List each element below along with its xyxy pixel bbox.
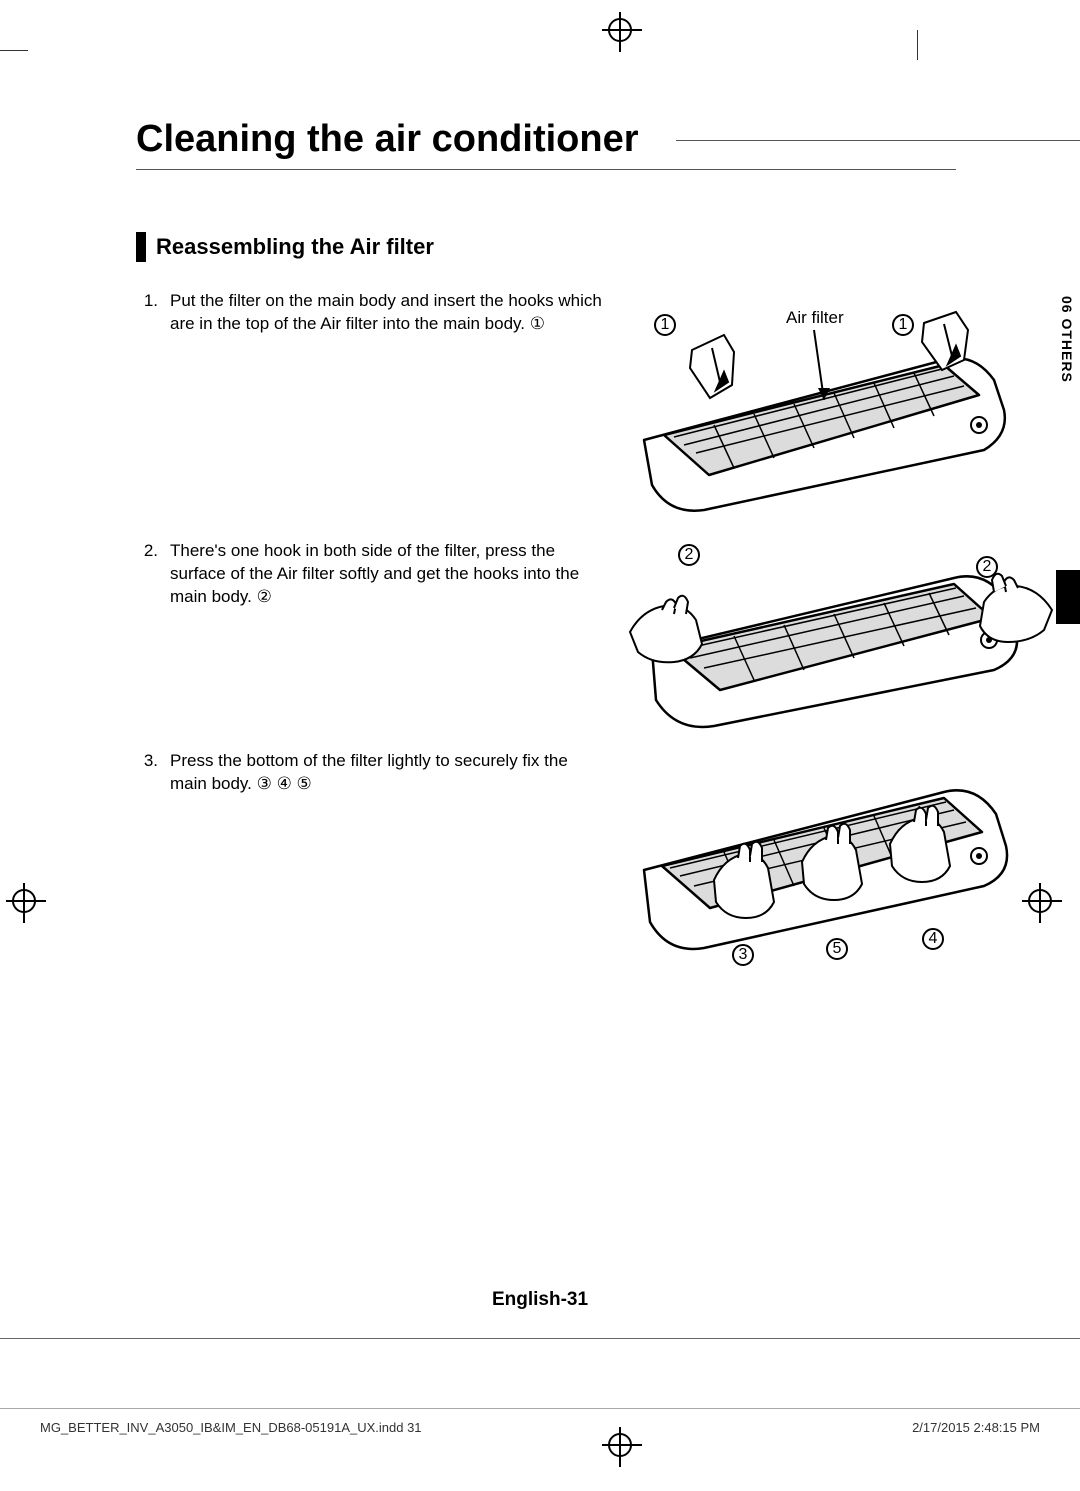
footer-filename: MG_BETTER_INV_A3050_IB&IM_EN_DB68-05191A… [40,1420,422,1435]
page-number: English-31 [492,1289,588,1311]
step-text: Press the bottom of the filter lightly t… [170,750,606,990]
callout-number: 2 [678,544,700,566]
section-tab-label: 06 OTHERS [1056,290,1078,389]
section-tab: 06 OTHERS [1056,290,1080,830]
illustration-step2: 2 2 [624,540,1054,730]
step-number: 2. [136,540,158,750]
trim-rule [0,50,28,51]
illustration-step3: 3 5 4 [624,750,1044,980]
step-number: 1. [136,290,158,540]
step-text: There's one hook in both side of the fil… [170,540,606,750]
page-title: Cleaning the air conditioner [136,118,956,170]
footer-timestamp: 2/17/2015 2:48:15 PM [912,1420,1040,1435]
callout-number: 5 [826,938,848,960]
step-text: Put the filter on the main body and inse… [170,290,606,540]
illustration-step1: 1 Air filter 1 [624,290,1044,520]
step-number: 3. [136,750,158,990]
callout-number: 1 [892,314,914,336]
subheading-bar-icon [136,232,146,262]
title-rule [676,140,1080,141]
callout-number: 1 [654,314,676,336]
registration-mark-icon [12,889,36,913]
callout-number: 4 [922,928,944,950]
footer-rule [0,1338,1080,1339]
section-tab-marker [1056,570,1080,624]
callout-label: Air filter [786,308,844,328]
callout-number: 3 [732,944,754,966]
trim-rule [917,30,918,60]
footer-rule [0,1408,1080,1409]
callout-number: 2 [976,556,998,578]
registration-mark-icon [608,18,632,42]
subheading: Reassembling the Air filter [156,234,434,260]
registration-mark-icon [608,1433,632,1457]
